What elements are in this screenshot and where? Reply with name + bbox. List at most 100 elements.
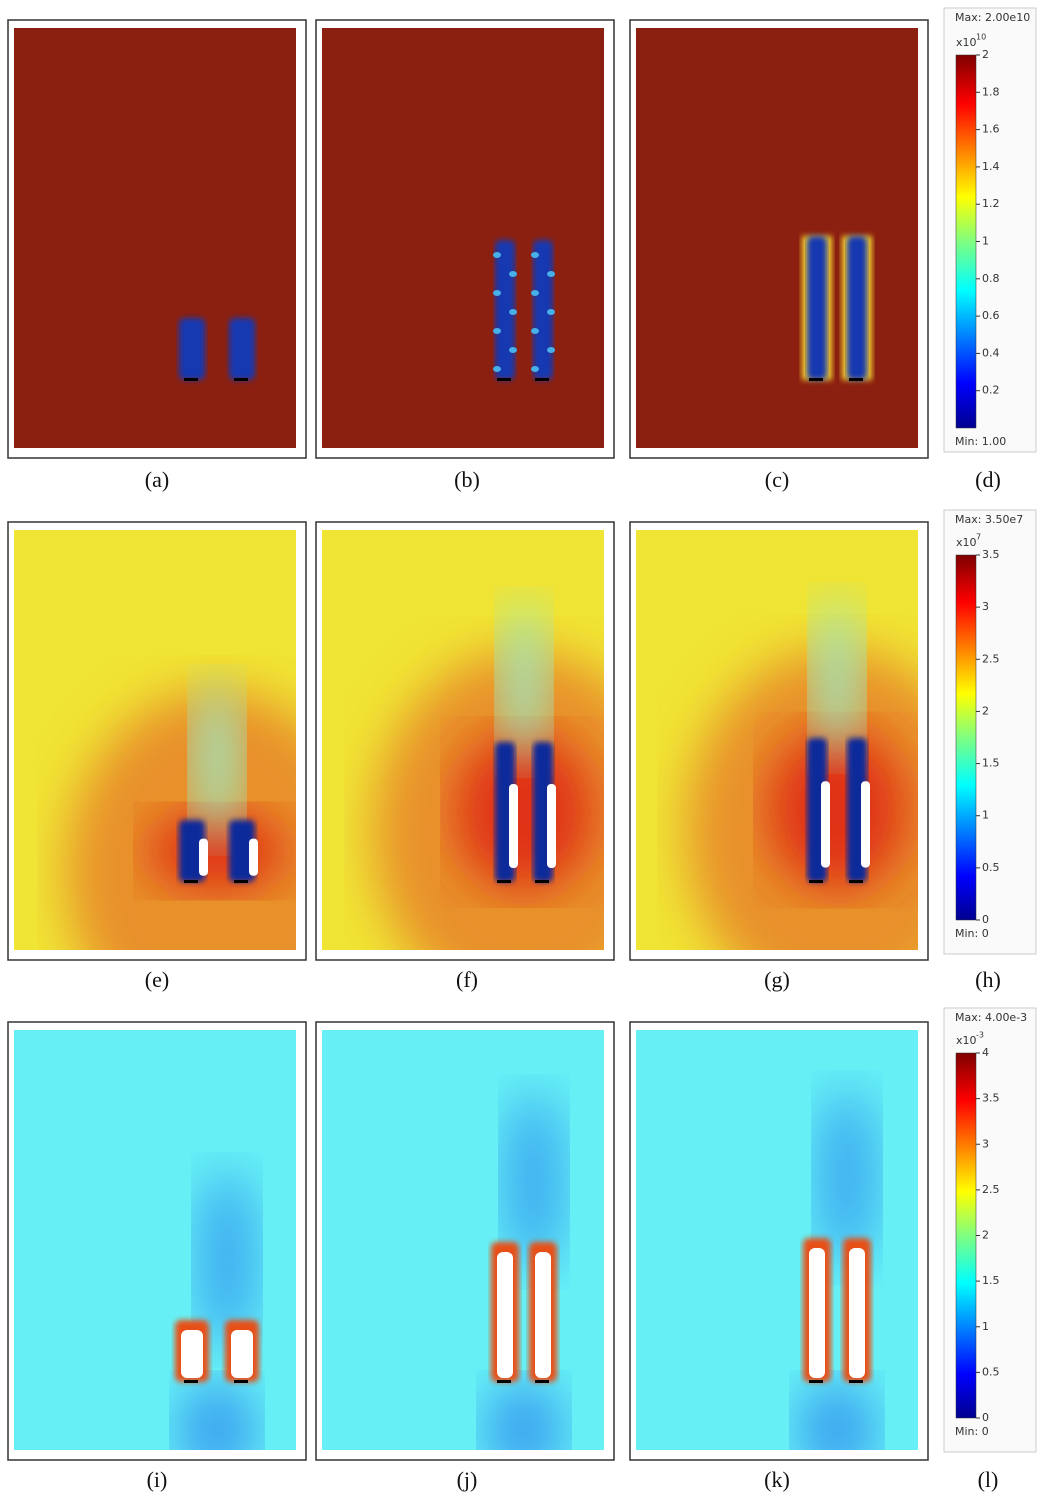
stress-shadow — [812, 598, 862, 758]
panel-label: (b) — [454, 467, 480, 492]
colorbar-tick-label: 0 — [982, 1411, 989, 1424]
colorbar-tick-label: 0.6 — [982, 309, 1000, 322]
crack-spot — [493, 328, 501, 334]
stress-shadow — [499, 602, 549, 762]
colorbar-tick-label: 0.5 — [982, 861, 1000, 874]
damage-void — [547, 784, 556, 868]
strain-shadow — [797, 1380, 877, 1450]
colorbar-multiplier: x10 — [956, 36, 977, 49]
colorbar-tick-label: 4 — [982, 1046, 989, 1059]
damage-void — [199, 838, 208, 876]
damage-void — [821, 781, 830, 868]
panel-label: (l) — [978, 1467, 999, 1492]
colorbar-tick-label: 1.6 — [982, 123, 1000, 136]
colorbar-exponent: 7 — [976, 533, 981, 542]
panel-label: (e) — [145, 967, 169, 992]
colorbar-max: Max: 2.00e10 — [955, 11, 1030, 24]
crack-spot — [547, 309, 555, 315]
crack-spot — [531, 290, 539, 296]
colorbar-exponent: 10 — [976, 33, 986, 42]
panel-label: (a) — [145, 467, 169, 492]
strain-shadow — [177, 1380, 257, 1450]
colorbar-tick-label: 1.4 — [982, 160, 1000, 173]
field-plot — [14, 1030, 296, 1450]
field-plot — [14, 28, 296, 448]
panel-label: (d) — [975, 467, 1001, 492]
panel-frame — [315, 1021, 615, 1461]
crack-spot — [531, 366, 539, 372]
strain-shadow — [817, 1088, 877, 1268]
colorbar-tick-label: 3.5 — [982, 1092, 1000, 1105]
stress-halo — [767, 728, 907, 892]
stress-halo — [454, 732, 594, 892]
colorbar-tick-label: 0.2 — [982, 384, 1000, 397]
colorbar — [955, 54, 977, 429]
damage-void — [535, 1252, 551, 1378]
notch — [849, 378, 863, 381]
colorbar-tick-label: 2.5 — [982, 652, 1000, 665]
panel-frame — [629, 1021, 929, 1461]
crack-spot — [509, 347, 517, 353]
panel-frame — [629, 521, 929, 961]
notch — [497, 880, 511, 883]
colorbar-tick-label: 2 — [982, 1229, 989, 1242]
colorbar-tick-label: 2 — [982, 48, 989, 61]
field-background — [322, 28, 604, 448]
colorbar — [955, 554, 977, 921]
field-background — [636, 28, 918, 448]
panel-frame — [7, 521, 307, 961]
panel-label: (i) — [147, 1467, 168, 1492]
crack-spot — [509, 271, 517, 277]
panel-frame — [7, 1021, 307, 1461]
colorbar-tick-label: 2.5 — [982, 1183, 1000, 1196]
colorbar-tick-label: 1.5 — [982, 1274, 1000, 1287]
colorbar-min: Min: 0 — [955, 927, 989, 940]
colorbar-tick-label: 1 — [982, 1320, 989, 1333]
colorbar-tick-label: 0.4 — [982, 346, 1000, 359]
colorbar-multiplier: x10 — [956, 1034, 977, 1047]
crack-band — [807, 236, 827, 380]
notch — [535, 378, 549, 381]
field-plot — [636, 530, 918, 950]
colorbar-tick-label: 2 — [982, 704, 989, 717]
notch — [234, 880, 248, 883]
notch — [234, 378, 248, 381]
field-plot — [636, 28, 918, 448]
notch — [184, 378, 198, 381]
strain-shadow — [484, 1380, 564, 1450]
strain-shadow — [504, 1092, 564, 1272]
panel-label: (h) — [975, 967, 1001, 992]
panel-label: (g) — [764, 967, 790, 992]
colorbar-tick-label: 1 — [982, 235, 989, 248]
field-plot — [322, 28, 604, 448]
notch — [184, 880, 198, 883]
notch — [849, 1380, 863, 1383]
field-background — [14, 28, 296, 448]
notch — [184, 1380, 198, 1383]
crack-band — [847, 236, 867, 380]
panel-frame — [629, 19, 929, 459]
colorbar-tick-label: 3 — [982, 600, 989, 613]
colorbar-tick-label: 0 — [982, 913, 989, 926]
panel-frame — [7, 19, 307, 459]
crack-spot — [531, 328, 539, 334]
notch — [535, 1380, 549, 1383]
notch — [809, 880, 823, 883]
damage-void — [231, 1330, 253, 1378]
field-plot — [14, 530, 296, 950]
colorbar-tick-label: 0.8 — [982, 272, 1000, 285]
notch — [849, 880, 863, 883]
notch — [809, 378, 823, 381]
colorbar-min: Min: 1.00 — [955, 435, 1006, 448]
crack-spot — [547, 271, 555, 277]
field-plot — [322, 530, 604, 950]
damage-void — [497, 1252, 513, 1378]
crack-band — [179, 318, 205, 380]
panel-frame — [315, 521, 615, 961]
strain-shadow — [197, 1170, 257, 1350]
crack-band — [229, 820, 255, 882]
colorbar-tick-label: 1 — [982, 809, 989, 822]
damage-void — [861, 781, 870, 868]
colorbar-tick-label: 1.5 — [982, 757, 1000, 770]
